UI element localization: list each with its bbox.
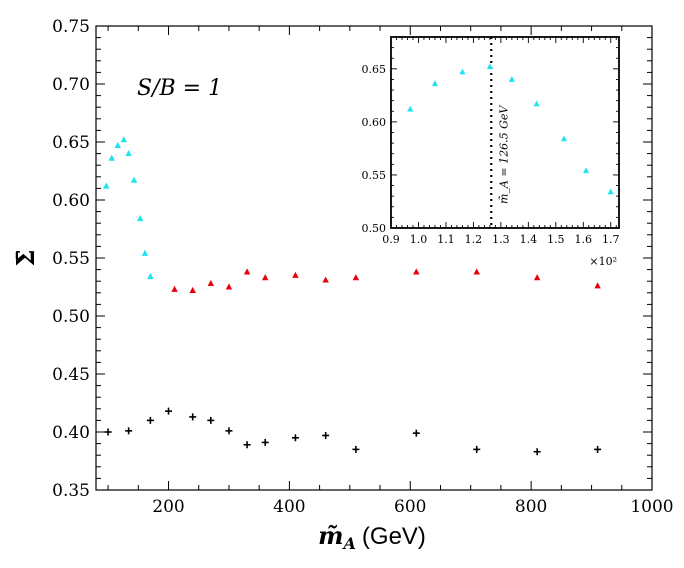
black-point (189, 413, 197, 421)
red-point (243, 268, 251, 275)
inset-cyan-point (561, 135, 568, 142)
inset-x-tick-label: 1.0 (410, 233, 428, 246)
black-point (243, 441, 251, 449)
x-axis-label-unit: (GeV) (362, 523, 426, 550)
x-tick-label: 600 (394, 497, 426, 517)
black-point (533, 448, 541, 456)
cyan-point (103, 182, 110, 189)
inset-data-points (407, 63, 614, 195)
cyan-point (141, 249, 149, 256)
y-tick-label: 0.70 (52, 75, 90, 95)
inset-x-tick-label: 1.1 (437, 233, 455, 246)
black-point (412, 429, 420, 437)
inset-cyan-point (431, 80, 439, 87)
black-point (352, 445, 360, 453)
inset-x-multiplier: ×10² (589, 255, 617, 268)
black-point (125, 427, 133, 435)
x-tick-label: 1000 (630, 497, 673, 517)
inset-tick-labels: 0.9 1.0 1.1 1.2 1.3 1.4 1.5 1.6 1.7 0.50 0.55 0.60 0… (362, 63, 620, 246)
red-point (473, 268, 480, 275)
inset-y-tick-label: 0.55 (362, 169, 387, 182)
y-tick-label: 0.40 (52, 423, 90, 443)
y-axis-label: Σ̄ (11, 250, 40, 267)
red-point (207, 279, 215, 287)
cyan-point (130, 176, 138, 183)
black-point (225, 427, 233, 435)
inset-x-tick-label: 1.7 (602, 233, 620, 246)
inset-x-tick-label: 1.6 (575, 233, 593, 246)
inset-cyan-point (607, 188, 614, 195)
inset-x-tick-label: 1.5 (547, 233, 565, 246)
inset-cyan-point (407, 105, 414, 112)
cyan-point (125, 150, 132, 157)
main-ticks (96, 25, 653, 491)
main-data-points (103, 136, 602, 456)
cyan-point (108, 154, 115, 161)
x-axis-label-symbol: m̃ (318, 521, 343, 550)
inset-cyan-point (508, 76, 515, 82)
inset-plot: 0.9 1.0 1.1 1.2 1.3 1.4 1.5 1.6 1.7 0.50 0.55 0.60 0… (362, 36, 620, 268)
y-tick-label: 0.45 (52, 365, 90, 385)
y-tick-label: 0.35 (52, 481, 90, 501)
black-point (322, 431, 330, 439)
inset-frame (390, 36, 620, 229)
y-tick-label: 0.65 (52, 133, 90, 153)
inset-x-tick-label: 1.3 (492, 233, 510, 246)
cyan-point (114, 141, 121, 148)
inset-background (391, 37, 619, 228)
black-point (261, 438, 269, 446)
red-point (352, 274, 360, 281)
inset-cyan-point (459, 68, 466, 75)
red-point (261, 274, 269, 281)
inset-y-tick-label: 0.65 (362, 63, 387, 76)
inset-cyan-point (533, 100, 540, 107)
inset-x-tick-label: 0.9 (382, 233, 400, 246)
inset-y-tick-label: 0.50 (362, 222, 387, 235)
red-point (292, 271, 299, 278)
black-point (473, 445, 481, 453)
annotation-sb: S/B = 1 (137, 76, 222, 101)
cyan-point (136, 214, 144, 222)
y-tick-label: 0.50 (52, 307, 90, 327)
red-point (533, 274, 541, 281)
x-axis-label: m̃A (GeV) (318, 521, 426, 553)
black-point (165, 407, 173, 415)
red-point (225, 283, 233, 290)
black-point (146, 416, 154, 424)
x-tick-label: 400 (273, 497, 305, 517)
black-point (594, 445, 602, 453)
red-point (189, 286, 196, 293)
black-point (104, 428, 112, 436)
inset-cyan-point (486, 63, 493, 70)
y-tick-label: 0.60 (52, 191, 90, 211)
red-point (171, 285, 178, 292)
inset-vline-label: m̃_A = 126.5 GeV (497, 105, 510, 204)
inset-y-tick-label: 0.60 (362, 116, 387, 129)
x-tick-label: 200 (152, 497, 184, 517)
main-plot: 200 400 600 800 1000 0.35 0.40 0.45 0.50 0.55 0.60… (11, 17, 674, 553)
inset-x-tick-label: 1.2 (465, 233, 483, 246)
x-axis-label-subscript: A (341, 534, 355, 553)
y-tick-label: 0.55 (52, 249, 90, 269)
cyan-point (120, 136, 128, 143)
y-tick-label: 0.75 (52, 17, 90, 37)
red-point (322, 276, 329, 283)
x-tick-label: 800 (515, 497, 547, 517)
inset-x-tick-label: 1.4 (520, 233, 538, 246)
red-point (413, 268, 420, 275)
main-tick-labels: 200 400 600 800 1000 0.35 0.40 0.45 0.50 0.55 0.60… (52, 17, 673, 517)
inset-cyan-point (582, 167, 590, 174)
black-point (291, 434, 299, 442)
black-point (207, 416, 215, 424)
cyan-point (147, 272, 154, 280)
red-point (594, 282, 601, 289)
